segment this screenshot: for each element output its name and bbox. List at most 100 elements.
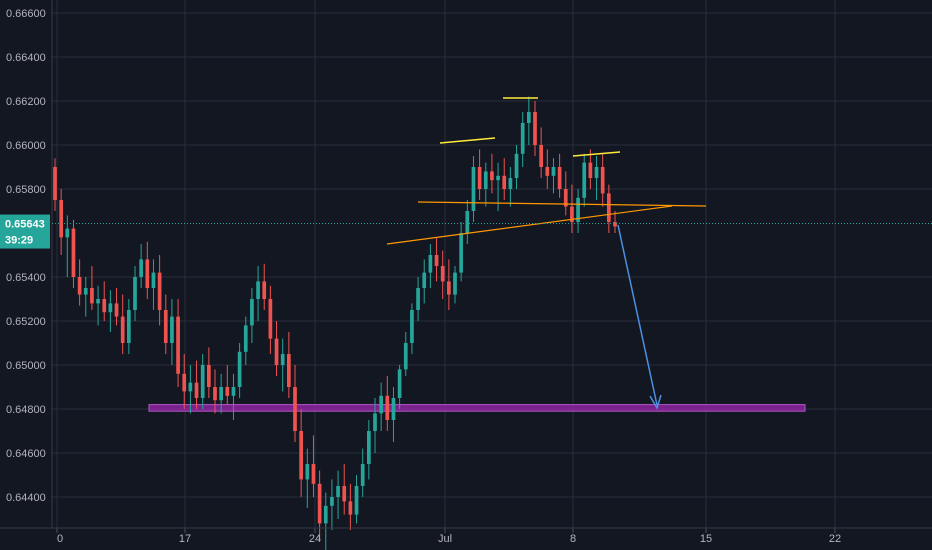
candle-body: [280, 354, 285, 365]
candle-body: [145, 259, 150, 288]
y-tick-label: 0.65800: [6, 184, 46, 196]
candle: [274, 321, 279, 376]
candle-body: [176, 316, 180, 374]
candle-body: [323, 505, 328, 524]
candle-body: [219, 387, 223, 401]
candle-body: [373, 413, 377, 431]
candle: [533, 101, 537, 156]
candle-body: [262, 281, 267, 299]
candle: [428, 244, 433, 288]
candle: [545, 149, 550, 189]
candle: [256, 266, 260, 321]
candle: [527, 96, 531, 145]
candle-body: [502, 175, 507, 189]
y-tick-label: 0.64800: [6, 404, 46, 416]
candle-body: [490, 171, 494, 181]
support-zone: [148, 404, 806, 412]
candle-body: [182, 373, 187, 392]
candle-body: [139, 259, 143, 277]
candle: [613, 211, 617, 233]
candle: [447, 259, 451, 310]
candle-body: [71, 228, 76, 277]
candle: [600, 153, 605, 207]
candle: [182, 354, 187, 409]
candle-body: [477, 167, 482, 189]
candle-body: [243, 325, 248, 352]
candle: [170, 299, 174, 365]
candle-body: [385, 395, 390, 420]
candle: [330, 479, 334, 530]
candle-body: [440, 266, 445, 282]
candle-body: [237, 351, 242, 387]
candle: [422, 259, 427, 304]
y-tick-label: 0.66400: [6, 52, 46, 64]
candle-body: [354, 486, 359, 515]
candle: [305, 448, 310, 508]
candle: [354, 475, 359, 524]
candle: [219, 373, 223, 414]
candle: [262, 263, 267, 310]
current-price-badge: 0.65643 39:29: [0, 214, 932, 249]
y-axis[interactable]: 0.66600 0.66400 0.66200 0.66000 0.65800 0.654…: [6, 8, 46, 504]
candle: [465, 200, 470, 244]
candle-body: [514, 153, 519, 178]
candle: [194, 360, 199, 409]
neckline-flat: [417, 201, 707, 207]
candle: [508, 167, 513, 207]
candle: [317, 470, 322, 541]
candle-body: [607, 193, 611, 222]
candle-body: [588, 162, 593, 178]
candle-body: [527, 112, 531, 123]
y-tick-label: 0.65200: [6, 316, 46, 328]
candle: [207, 347, 211, 398]
candle-body: [508, 178, 513, 189]
candle-body: [127, 310, 131, 343]
candle-body: [163, 310, 168, 343]
candle-body: [90, 288, 94, 304]
candle: [102, 281, 107, 321]
candle: [551, 158, 556, 194]
candle: [588, 149, 593, 189]
candle: [311, 435, 316, 497]
candle-body: [170, 316, 174, 343]
candle: [287, 332, 291, 398]
candle: [440, 250, 445, 299]
candle: [416, 277, 420, 321]
candle-body: [342, 486, 347, 502]
x-tick-label: 15: [700, 533, 712, 545]
candle: [71, 219, 76, 288]
candle-body: [428, 255, 433, 273]
candle: [83, 277, 88, 317]
candle-body: [250, 299, 254, 326]
candle-body: [576, 197, 580, 222]
projection-arrow-head: [649, 394, 662, 410]
candle-body: [600, 167, 605, 194]
y-tick-label: 0.66200: [6, 96, 46, 108]
candle: [231, 373, 236, 420]
candle: [539, 127, 543, 178]
candle: [477, 149, 482, 200]
x-tick-label: 8: [570, 533, 576, 545]
candle: [293, 365, 297, 442]
candle: [483, 162, 488, 207]
candle-body: [225, 387, 230, 396]
candle-body: [53, 167, 57, 200]
candle: [163, 294, 168, 354]
candle: [108, 290, 113, 332]
y-tick-label: 0.65000: [6, 360, 46, 372]
candle: [563, 171, 568, 216]
candle-body: [194, 382, 199, 398]
candle-body: [496, 175, 500, 181]
candle: [360, 448, 365, 497]
candle: [250, 288, 254, 343]
candle-body: [360, 464, 365, 486]
candle: [391, 387, 396, 442]
candle-body: [434, 255, 439, 266]
candle-body: [570, 206, 574, 222]
candle-body: [367, 431, 371, 464]
candle: [570, 184, 574, 233]
candle-body: [330, 497, 334, 506]
